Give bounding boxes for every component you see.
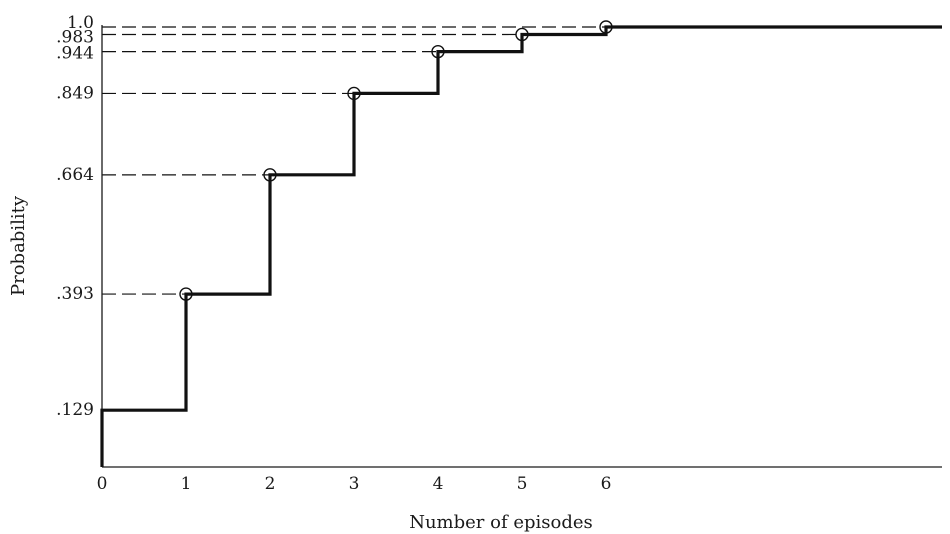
axes <box>101 25 942 468</box>
y-tick-label: .664 <box>56 165 94 185</box>
x-tick-label: 6 <box>601 474 612 494</box>
x-tick-label: 1 <box>181 474 192 494</box>
point-markers <box>179 20 613 301</box>
y-axis-label: Probability <box>8 195 29 296</box>
x-tick-label: 4 <box>433 474 444 494</box>
step-series <box>100 25 942 467</box>
x-tick-label: 0 <box>97 474 108 494</box>
point-marker <box>263 168 277 182</box>
x-tick-label: 3 <box>349 474 360 494</box>
x-tick-labels: 0 1 2 3 4 5 6 <box>97 474 612 494</box>
step-line <box>100 25 942 467</box>
y-tick-label: 1.0 <box>67 13 94 33</box>
reference-lines <box>102 26 606 295</box>
point-marker <box>599 20 613 34</box>
point-marker <box>179 287 193 301</box>
x-tick-label: 2 <box>265 474 276 494</box>
point-marker <box>515 27 529 42</box>
point-marker <box>431 44 445 59</box>
y-tick-label: .944 <box>56 44 94 64</box>
x-axis-label: Number of episodes <box>409 512 593 533</box>
y-tick-label: .393 <box>56 284 94 304</box>
x-tick-label: 5 <box>517 474 528 494</box>
y-tick-label: .983 <box>56 27 94 47</box>
y-tick-label: .129 <box>56 400 94 420</box>
y-tick-label: .849 <box>56 83 94 103</box>
point-marker <box>347 86 361 101</box>
